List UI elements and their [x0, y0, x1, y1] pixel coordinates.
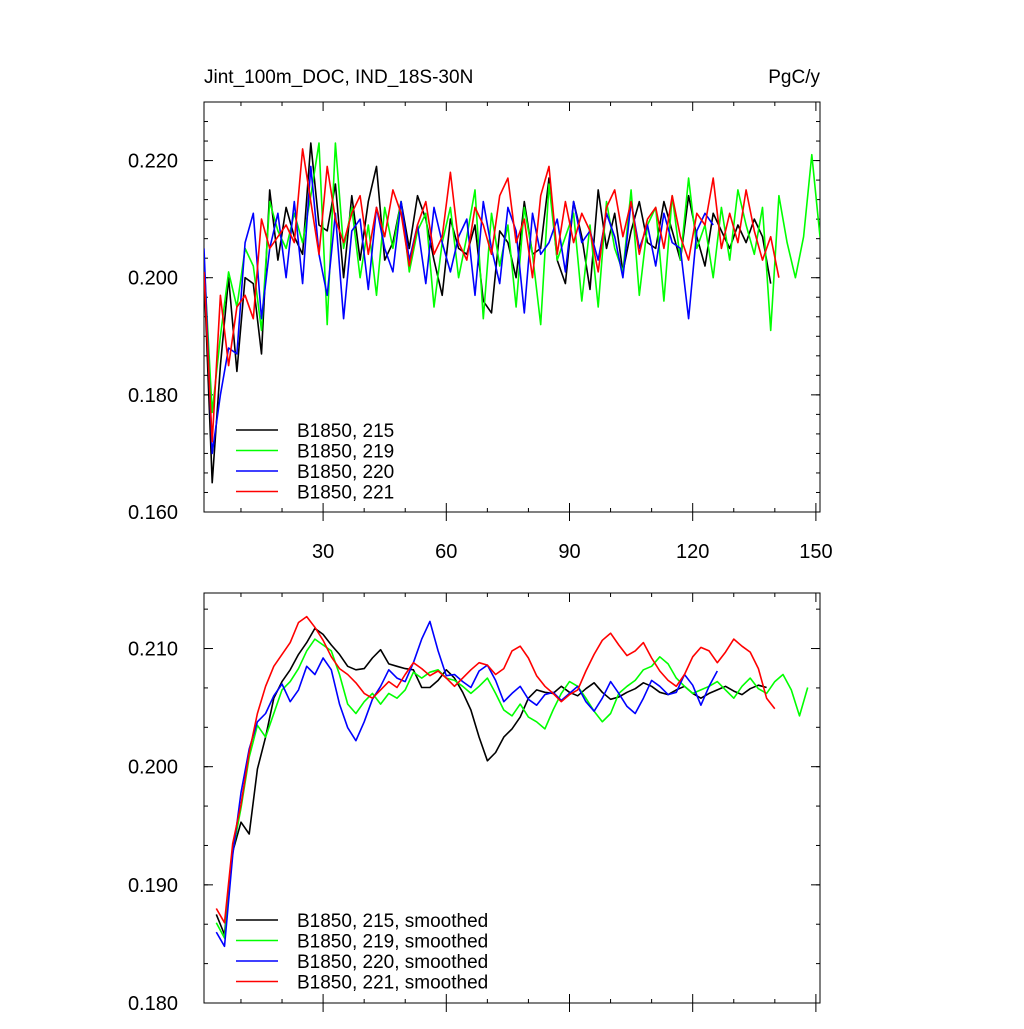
top-y-tick-label: 0.160: [128, 502, 178, 524]
bottom-y-tick-label: 0.200: [128, 757, 178, 779]
top-plot-frame: [203, 101, 821, 513]
bottom-series-line-3: [215, 620, 719, 948]
top-series-line-4: [204, 148, 780, 443]
top-y-tick-label: 0.200: [128, 268, 178, 290]
bottom-legend-label-3: B1850, 220, smoothed: [297, 952, 488, 973]
bottom-y-tick-label: 0.180: [128, 993, 178, 1015]
bottom-y-tick-label: 0.210: [128, 639, 178, 661]
top-x-tick-label: 120: [676, 541, 709, 563]
top-x-tick-label: 60: [435, 541, 457, 563]
bottom-series-line-4: [215, 615, 776, 924]
chart-title-right: PgC/y: [768, 67, 820, 88]
bottom-legend-label-1: B1850, 215, smoothed: [297, 911, 488, 932]
bottom-legend-label-4: B1850, 221, smoothed: [297, 973, 488, 994]
top-legend-label-1: B1850, 215: [297, 421, 394, 442]
bottom-series-line-2: [215, 638, 809, 939]
chart-title-left: Jint_100m_DOC, IND_18S-30N: [204, 67, 473, 88]
top-x-tick-label: 30: [312, 541, 334, 563]
bottom-series-line-1: [215, 627, 767, 936]
top-series-line-1: [204, 142, 772, 484]
top-legend-label-2: B1850, 219: [297, 442, 394, 463]
top-x-tick-label: 90: [558, 541, 580, 563]
top-y-tick-label: 0.220: [128, 151, 178, 173]
bottom-panel: 0.180 0.190 0.200 0.210 B1850, 215, smoothed…: [128, 592, 821, 1015]
bottom-legend-label-2: B1850, 219, smoothed: [297, 932, 488, 953]
bottom-y-tick-label: 0.190: [128, 875, 178, 897]
bottom-plot-frame: [203, 592, 821, 1004]
top-x-tick-label: 150: [799, 541, 832, 563]
top-legend-label-4: B1850, 221: [297, 483, 394, 504]
top-legend-label-3: B1850, 220: [297, 462, 394, 483]
top-series-line-2: [204, 142, 820, 414]
top-panel: 0.160 0.180 0.200 0.220 30 60 90 120 150 B1850, 2…: [128, 101, 833, 563]
top-y-tick-label: 0.180: [128, 385, 178, 407]
